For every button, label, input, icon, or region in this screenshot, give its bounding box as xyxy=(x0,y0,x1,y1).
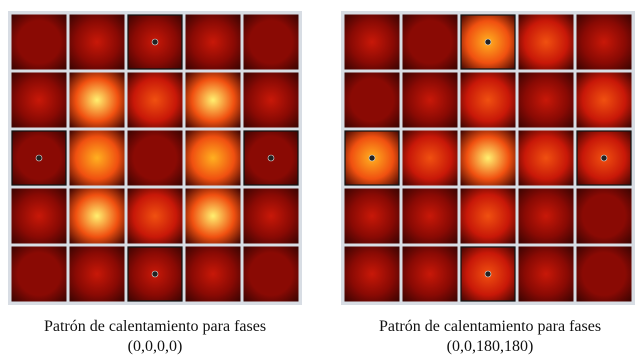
heatmap-cell xyxy=(70,15,125,70)
page: {"panels": [ {"caption": ["Patrón de cal… xyxy=(0,0,638,363)
heatmap-cell xyxy=(70,189,125,244)
heatmap-cell xyxy=(519,247,574,302)
antenna-dot xyxy=(369,155,375,161)
heatmap-cell xyxy=(403,73,458,128)
heatmap-panel xyxy=(8,11,302,305)
heatmap-cell xyxy=(403,189,458,244)
heatmap-cell xyxy=(519,15,574,70)
caption-line: (0,0,0,0) xyxy=(128,338,183,355)
heatmap-cell xyxy=(577,189,632,244)
heatmap-cell xyxy=(244,189,299,244)
heatmap-cell xyxy=(345,73,400,128)
figure: Patrón de calentamiento para fases (0,0,… xyxy=(0,0,638,363)
heatmap-cell xyxy=(461,131,516,186)
heatmap-cell xyxy=(128,189,183,244)
heatmap-cell xyxy=(244,15,299,70)
heatmap-cell xyxy=(577,15,632,70)
heatmap-cell xyxy=(577,73,632,128)
heatmap-cell xyxy=(461,189,516,244)
antenna-dot xyxy=(152,271,158,277)
heatmap-cell xyxy=(244,247,299,302)
heatmap-cell xyxy=(186,131,241,186)
antenna-dot xyxy=(485,271,491,277)
caption-line: Patrón de calentamiento para fases xyxy=(44,318,266,335)
heatmap-cell xyxy=(345,189,400,244)
heatmap-cell xyxy=(70,247,125,302)
antenna-dot xyxy=(485,39,491,45)
heatmap-cell xyxy=(12,189,67,244)
heatmap-cell xyxy=(186,15,241,70)
heatmap-cell xyxy=(403,247,458,302)
antenna-dot xyxy=(268,155,274,161)
caption-line: Patrón de calentamiento para fases xyxy=(379,318,601,335)
heatmap-cell xyxy=(345,247,400,302)
heatmap-cell xyxy=(70,131,125,186)
antenna-dot xyxy=(36,155,42,161)
caption-line: (0,0,180,180) xyxy=(447,338,534,355)
heatmap-cell xyxy=(186,189,241,244)
heatmap-cell xyxy=(519,73,574,128)
heatmap-cell xyxy=(244,73,299,128)
heatmap-panel xyxy=(341,11,635,305)
heatmap-cell xyxy=(12,15,67,70)
heatmap-cell xyxy=(403,131,458,186)
heatmap-cell xyxy=(403,15,458,70)
heatmap-cell xyxy=(12,73,67,128)
antenna-dot xyxy=(601,155,607,161)
heatmap-cell xyxy=(577,247,632,302)
heatmap-cell xyxy=(461,73,516,128)
heatmap-cell xyxy=(186,247,241,302)
heatmap-cell xyxy=(70,73,125,128)
heatmap-cell xyxy=(345,15,400,70)
heatmap-cell xyxy=(128,73,183,128)
heatmap-cell xyxy=(12,247,67,302)
antenna-dot xyxy=(152,39,158,45)
heatmap-cell xyxy=(186,73,241,128)
heatmap-cell xyxy=(519,131,574,186)
heatmap-cell xyxy=(128,131,183,186)
heatmap-cell xyxy=(519,189,574,244)
